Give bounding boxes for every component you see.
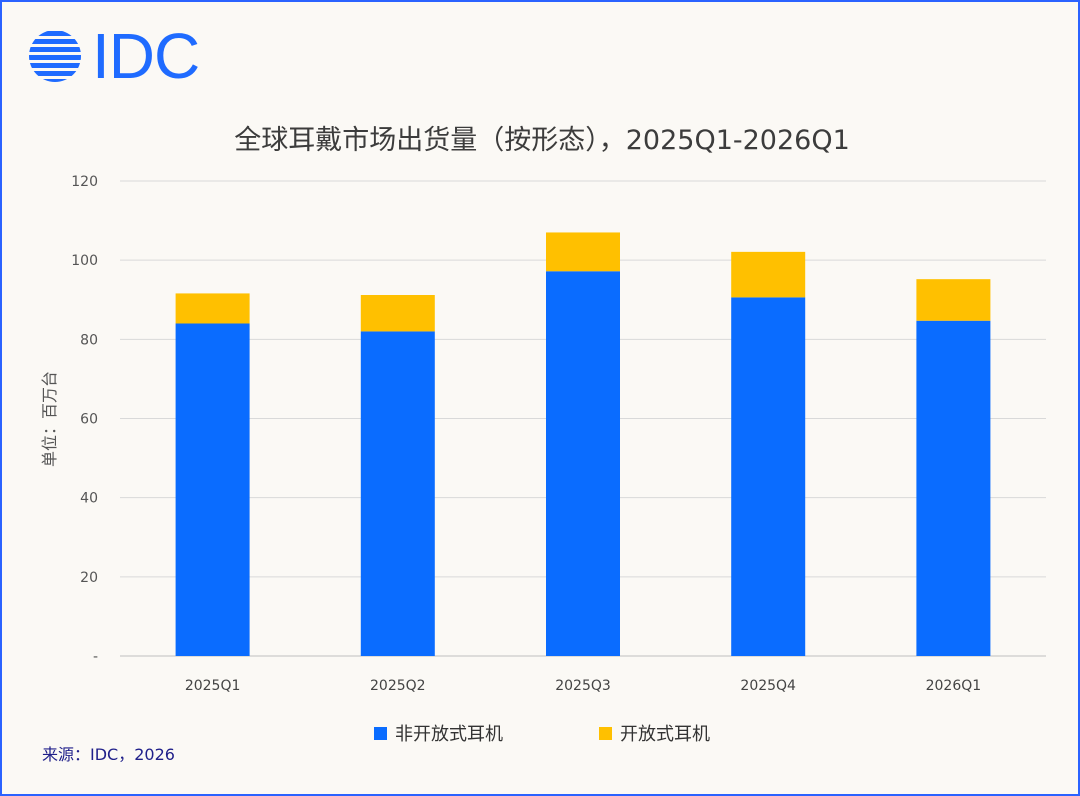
chart-title: 全球耳戴市场出货量（按形态），2025Q1-2026Q1 xyxy=(234,125,850,156)
bar-open-segment xyxy=(546,232,620,272)
x-tick-label: 2025Q3 xyxy=(555,678,611,694)
bar-open-segment xyxy=(731,251,806,298)
x-tick-label: 2026Q1 xyxy=(926,678,982,694)
bar-open-segment xyxy=(916,279,991,321)
legend-swatch-open xyxy=(599,726,612,740)
bar-closed-segment xyxy=(731,297,806,656)
y-tick-label: 40 xyxy=(80,491,98,507)
y-tick-label: - xyxy=(93,649,98,665)
bar-closed-segment xyxy=(916,320,991,656)
bar-closed-segment xyxy=(360,331,435,656)
legend-item-open: 开放式耳机 xyxy=(599,720,710,746)
legend: 非开放式耳机 开放式耳机 xyxy=(2,720,1080,746)
y-tick-label: 80 xyxy=(80,332,98,348)
x-tick-label: 2025Q4 xyxy=(740,678,796,694)
bar-closed-segment xyxy=(175,323,250,656)
bar-open-segment xyxy=(360,295,435,332)
logo-text: IDC xyxy=(92,20,200,92)
bar-closed-segment xyxy=(546,271,620,656)
bar-open-segment xyxy=(175,293,250,324)
idc-logo: IDC xyxy=(28,20,200,92)
y-tick-label: 120 xyxy=(71,174,98,190)
y-tick-label: 20 xyxy=(80,570,98,586)
y-tick-label: 60 xyxy=(80,412,98,428)
legend-label-closed: 非开放式耳机 xyxy=(395,724,503,745)
legend-item-closed: 非开放式耳机 xyxy=(374,720,503,746)
legend-label-open: 开放式耳机 xyxy=(620,724,710,745)
source-note: 来源：IDC，2026 xyxy=(42,745,175,764)
y-tick-label: 100 xyxy=(71,253,98,269)
globe-logo-icon xyxy=(29,31,81,82)
legend-swatch-closed xyxy=(374,726,387,740)
x-tick-label: 2025Q2 xyxy=(370,678,426,694)
x-tick-label: 2025Q1 xyxy=(185,678,241,694)
